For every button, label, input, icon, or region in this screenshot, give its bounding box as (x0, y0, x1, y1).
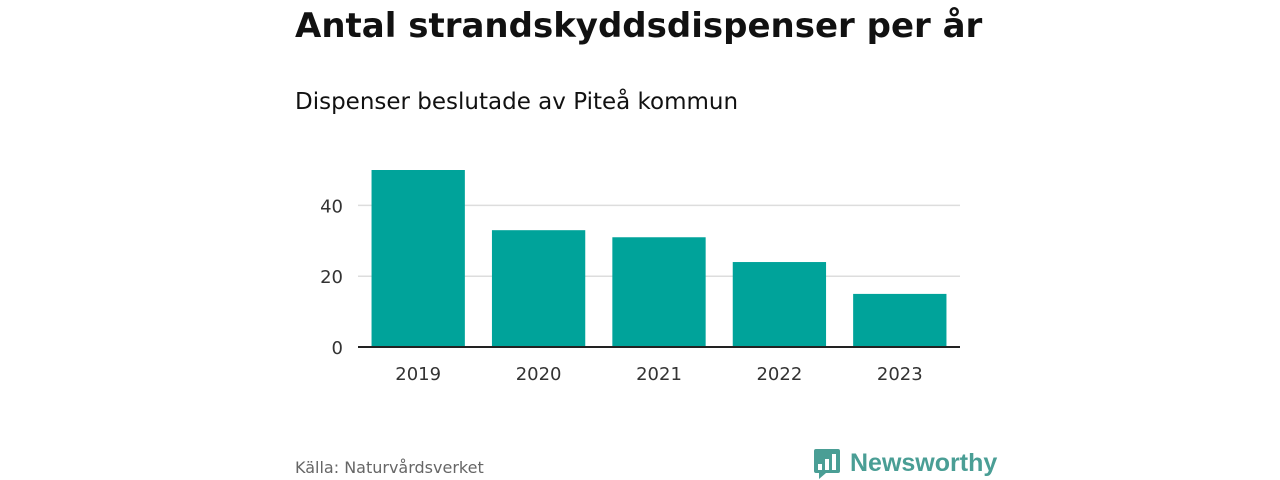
bar-2020 (491, 230, 586, 347)
x-tick-label-2023: 2023 (877, 364, 923, 385)
chart-subtitle: Dispenser beslutade av Piteå kommun (295, 89, 739, 115)
x-tick-label-2021: 2021 (636, 364, 682, 385)
x-tick-label-2019: 2019 (395, 364, 441, 385)
y-tick-label-0: 0 (332, 338, 343, 359)
brand-logo: Newsworthy (814, 446, 997, 480)
y-tick-label-40: 40 (320, 196, 343, 217)
source-note: Källa: Naturvårdsverket (295, 458, 484, 477)
chart-title: Antal strandskyddsdispenser per år (295, 6, 983, 46)
tick-labels: 0 20 40 2019 2020 2021 2022 2023 (320, 196, 923, 385)
newsworthy-logo-icon (814, 449, 840, 479)
bar-2022 (732, 262, 827, 347)
bar-2023 (853, 293, 947, 347)
x-tick-label-2020: 2020 (516, 364, 562, 385)
bars (371, 170, 947, 347)
brand-name: Newsworthy (850, 449, 998, 477)
bar-2021 (612, 237, 706, 347)
bar-2019 (371, 170, 465, 347)
y-tick-label-20: 20 (320, 267, 343, 288)
x-tick-label-2022: 2022 (756, 364, 802, 385)
